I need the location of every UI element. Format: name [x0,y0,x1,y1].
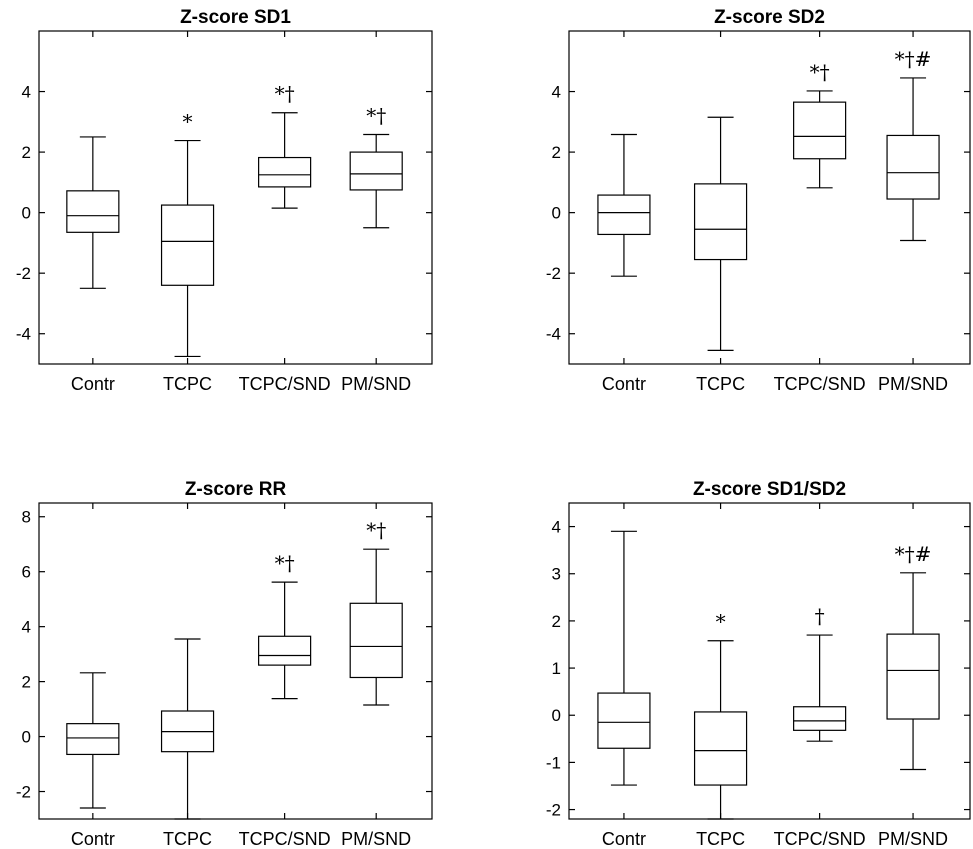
axes-frame [38,502,433,820]
y-tick-label: 4 [552,83,561,102]
x-tick-label: TCPC [696,374,745,394]
box-iqr [66,723,120,756]
y-tick-label: 0 [552,204,561,223]
y-tick-label: 4 [22,618,31,637]
axes-frame [568,30,971,365]
significance-annotation: *†# [895,542,932,566]
x-tick-label: PM/SND [878,374,948,394]
x-tick-label: Contr [71,829,115,849]
y-tick-label: 8 [22,508,31,527]
chart-title: Z-score SD2 [714,7,825,28]
box-iqr [693,711,748,786]
chart-title: Z-score SD1/SD2 [693,479,846,500]
chart-title: Z-score RR [185,479,287,500]
x-tick-label: TCPC/SND [239,374,331,394]
significance-annotation: *† [275,551,295,575]
x-tick-label: Contr [602,829,646,849]
significance-annotation: *† [275,82,295,106]
y-tick-label: -2 [546,264,561,283]
box-iqr [886,633,940,720]
axes-frame [568,502,971,820]
box-iqr [66,190,120,233]
x-tick-label: Contr [602,374,646,394]
box-iqr [258,156,312,188]
y-tick-label: -2 [16,783,31,802]
significance-annotation: * [716,610,726,634]
box-iqr [349,602,403,679]
panel-3: Z-score RR -2 0 2 4 6 8 Contr TCPC TCPC/SND PM/SND… [16,479,433,849]
x-tick-label: PM/SND [878,829,948,849]
x-tick-label: TCPC/SND [774,829,866,849]
y-tick-label: 2 [552,143,561,162]
chart-title: Z-score SD1 [180,7,291,28]
y-tick-label: 2 [22,673,31,692]
y-tick-label: 1 [552,659,561,678]
panel-2: Z-score SD2 -4 -2 0 2 4 Contr TCPC TCPC/SND PM/SN… [546,7,971,394]
box-iqr [693,183,748,261]
x-tick-label: TCPC/SND [774,374,866,394]
y-tick-label: 2 [22,143,31,162]
significance-annotation: † [815,604,825,628]
significance-annotation: *† [366,104,386,128]
y-tick-label: 2 [552,612,561,631]
x-tick-label: PM/SND [341,829,411,849]
box-iqr [793,101,847,160]
y-tick-label: 3 [552,565,561,584]
y-tick-label: 4 [552,518,561,537]
x-tick-label: PM/SND [341,374,411,394]
box-iqr [258,635,312,666]
y-tick-label: 4 [22,83,31,102]
x-tick-label: TCPC [696,829,745,849]
x-tick-label: Contr [71,374,115,394]
y-tick-label: -1 [546,753,561,772]
box-iqr [349,151,403,191]
box-iqr [597,194,651,236]
significance-annotation: *†# [895,47,932,71]
x-tick-label: TCPC [163,374,212,394]
y-tick-label: 6 [22,563,31,582]
y-tick-label: -4 [546,325,561,344]
x-tick-label: TCPC/SND [239,829,331,849]
y-tick-label: -4 [16,325,31,344]
y-tick-label: 0 [22,728,31,747]
x-tick-label: TCPC [163,829,212,849]
y-tick-label: 0 [22,204,31,223]
box-iqr [160,204,215,286]
axes-frame [38,30,433,365]
panel-4: Z-score SD1/SD2 -2 -1 0 1 2 3 4 Contr TCPC TCPC/SN… [546,479,971,849]
panel-1: Z-score SD1 -4 -2 0 2 4 Contr TCPC TCPC/SND PM/SN… [16,7,433,394]
y-tick-label: -2 [546,801,561,820]
box-iqr [886,134,940,200]
y-tick-label: 0 [552,706,561,725]
box-iqr [793,706,847,731]
significance-annotation: * [183,110,193,134]
significance-annotation: *† [366,518,386,542]
significance-annotation: *† [810,60,830,84]
box-iqr [597,692,651,749]
y-tick-label: -2 [16,264,31,283]
